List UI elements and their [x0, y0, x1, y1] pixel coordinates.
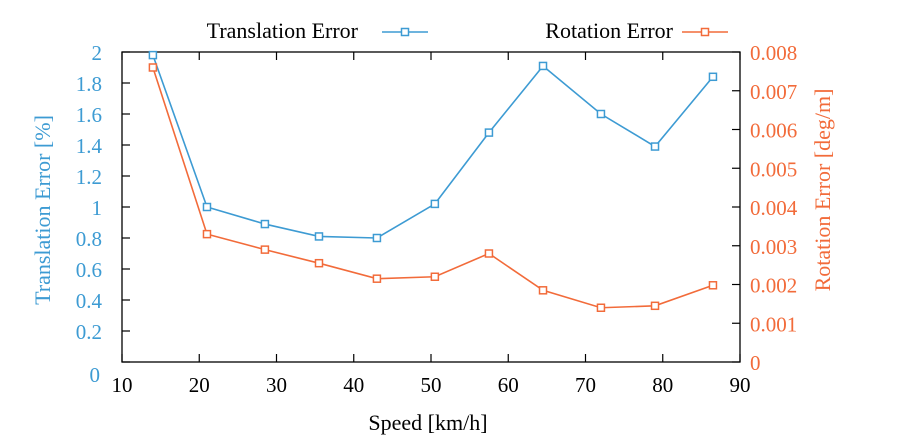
y-tick-label: 0	[90, 363, 101, 387]
legend: Translation Error Rotation Error	[207, 18, 728, 43]
data-point	[372, 233, 382, 243]
x-tick-label: 60	[498, 373, 519, 397]
x-tick-label: 10	[112, 373, 133, 397]
data-point	[372, 274, 382, 283]
legend-marker	[400, 27, 410, 37]
x-axis-label: Speed [km/h]	[368, 410, 487, 435]
left-y-axis-ticks: 0 0.2 0.4 0.6 0.8 1 1.2 1.4 1.6 1.8 2	[76, 41, 130, 387]
right-y-axis-ticks: 0 0.001 0.002 0.003 0.004 0.005 0.006 0.007 0.00…	[732, 41, 798, 375]
data-point	[202, 229, 212, 239]
y-tick-label: 2	[92, 41, 103, 65]
data-point	[596, 109, 606, 119]
left-y-axis-label: Translation Error [%]	[30, 115, 55, 305]
legend-label: Rotation Error	[545, 18, 673, 43]
legend-marker	[700, 27, 710, 37]
data-point	[596, 303, 606, 312]
series-rotation-error	[148, 63, 718, 312]
y2-tick-label: 0.008	[750, 41, 797, 65]
y-tick-label: 0.8	[76, 227, 102, 251]
y-tick-label: 0.6	[76, 258, 102, 282]
x-tick-label: 70	[575, 373, 596, 397]
y-tick-label: 1	[92, 196, 103, 220]
y-tick-label: 1.2	[76, 165, 102, 189]
data-point	[148, 63, 158, 72]
x-tick-label: 80	[652, 373, 673, 397]
data-point	[708, 281, 718, 290]
y2-tick-label: 0.003	[750, 235, 797, 259]
y2-tick-label: 0.005	[750, 157, 797, 181]
y-tick-label: 1.6	[76, 103, 102, 127]
plot-frame	[121, 51, 741, 363]
data-point	[314, 258, 324, 268]
data-point	[538, 61, 548, 71]
data-point	[538, 286, 548, 295]
x-tick-label: 90	[730, 373, 751, 397]
data-point	[202, 202, 212, 212]
data-point	[430, 199, 440, 209]
y-tick-label: 0.2	[76, 320, 102, 344]
y2-tick-label: 0	[750, 351, 761, 375]
series-translation-error	[148, 50, 718, 243]
series-layer	[148, 50, 718, 312]
data-point	[260, 219, 270, 229]
data-point	[650, 301, 660, 311]
y2-tick-label: 0.001	[750, 312, 797, 336]
x-axis-ticks: 10 20 30 40 50 60 70 80 90	[112, 52, 751, 397]
data-point	[314, 232, 324, 241]
x-tick-label: 30	[266, 373, 287, 397]
legend-item: Rotation Error	[545, 18, 728, 43]
y-tick-label: 1.8	[76, 72, 102, 96]
right-y-axis-label: Rotation Error [deg/m]	[810, 89, 835, 292]
x-tick-label: 40	[343, 373, 364, 397]
data-point	[484, 249, 494, 258]
legend-label: Translation Error	[207, 18, 359, 43]
data-point	[148, 50, 158, 60]
x-tick-label: 20	[189, 373, 210, 397]
x-tick-label: 50	[421, 373, 442, 397]
y2-tick-label: 0.004	[750, 196, 798, 220]
data-point	[260, 245, 270, 254]
data-point	[708, 72, 718, 82]
y-tick-label: 0.4	[76, 289, 103, 313]
y2-tick-label: 0.007	[750, 80, 797, 104]
data-point	[650, 142, 660, 151]
y2-tick-label: 0.006	[750, 119, 797, 143]
y-tick-label: 1.4	[76, 134, 103, 158]
data-point	[430, 272, 440, 281]
series-line	[152, 67, 714, 309]
y2-tick-label: 0.002	[750, 274, 797, 298]
series-line	[152, 54, 714, 239]
legend-item: Translation Error	[207, 18, 428, 43]
data-point	[484, 128, 494, 137]
